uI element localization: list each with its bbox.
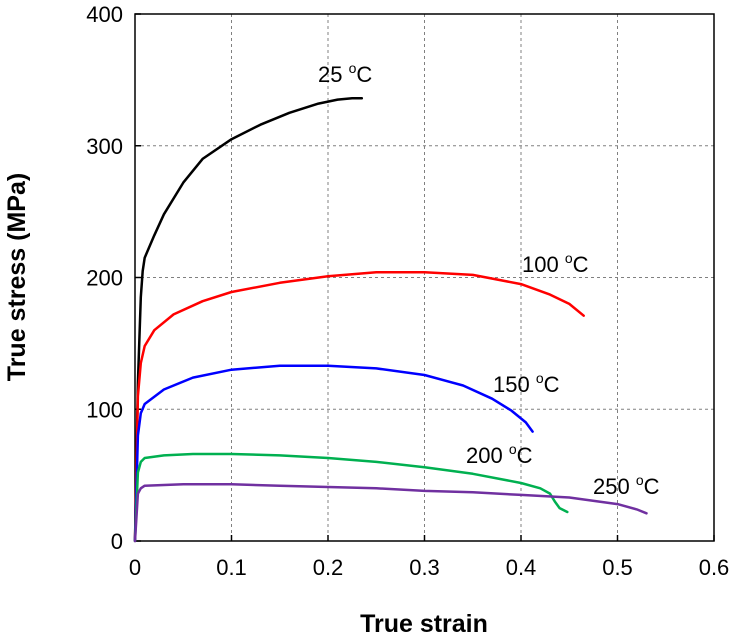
- series-line: [133, 364, 534, 543]
- series-label: 100 oC: [522, 250, 589, 277]
- x-tick-label: 0.5: [602, 555, 633, 580]
- series-line: [133, 270, 585, 543]
- x-axis-title: True strain: [360, 610, 488, 638]
- axis-ticks: 0 0.1 0.2 0.3 0.4 0.5 0.6 0 100 200 300 400: [86, 2, 729, 580]
- series-label: 150 oC: [493, 370, 560, 397]
- series-labels: 25 oC 100 oC 150 oC 200 oC 250 oC: [318, 60, 660, 499]
- x-tick-label: 0.4: [506, 555, 537, 580]
- x-tick-label: 0.2: [313, 555, 344, 580]
- y-tick-label: 0: [111, 529, 123, 554]
- x-tick-label: 0.3: [409, 555, 440, 580]
- grid-lines: [135, 14, 714, 541]
- y-tick-label: 300: [86, 134, 123, 159]
- y-axis-title: True stress (MPa): [3, 173, 31, 381]
- y-tick-label: 200: [86, 266, 123, 291]
- series-label: 250 oC: [593, 472, 660, 499]
- y-tick-label: 400: [86, 2, 123, 27]
- y-tick-label: 100: [86, 397, 123, 422]
- series-lines: [133, 97, 648, 543]
- x-tick-label: 0.1: [216, 555, 247, 580]
- x-tick-label: 0: [129, 555, 141, 580]
- x-tick-label: 0.6: [699, 555, 730, 580]
- series-line: [133, 483, 648, 543]
- series-label: 25 oC: [318, 60, 372, 87]
- series-line: [133, 97, 364, 543]
- series-line: [133, 452, 569, 543]
- series-label: 200 oC: [466, 441, 533, 468]
